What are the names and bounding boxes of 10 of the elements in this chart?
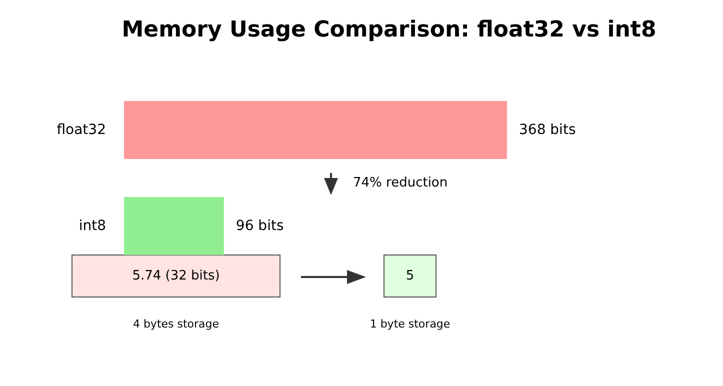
annotation: 5.74 (32 bits)	[132, 268, 220, 284]
data-label: 368 bits	[519, 122, 576, 138]
y-tick-label: float32	[56, 122, 106, 138]
y-tick-label: int8	[78, 218, 106, 234]
data-label: 96 bits	[236, 218, 284, 234]
text: 1 byte storage	[370, 318, 450, 330]
annotation: 5	[406, 268, 414, 284]
text: 4 bytes storage	[132, 318, 220, 330]
chart-title: Memory Usage Comparison: float32 vs int8	[122, 18, 656, 42]
annotation: 74% reduction	[353, 176, 448, 190]
